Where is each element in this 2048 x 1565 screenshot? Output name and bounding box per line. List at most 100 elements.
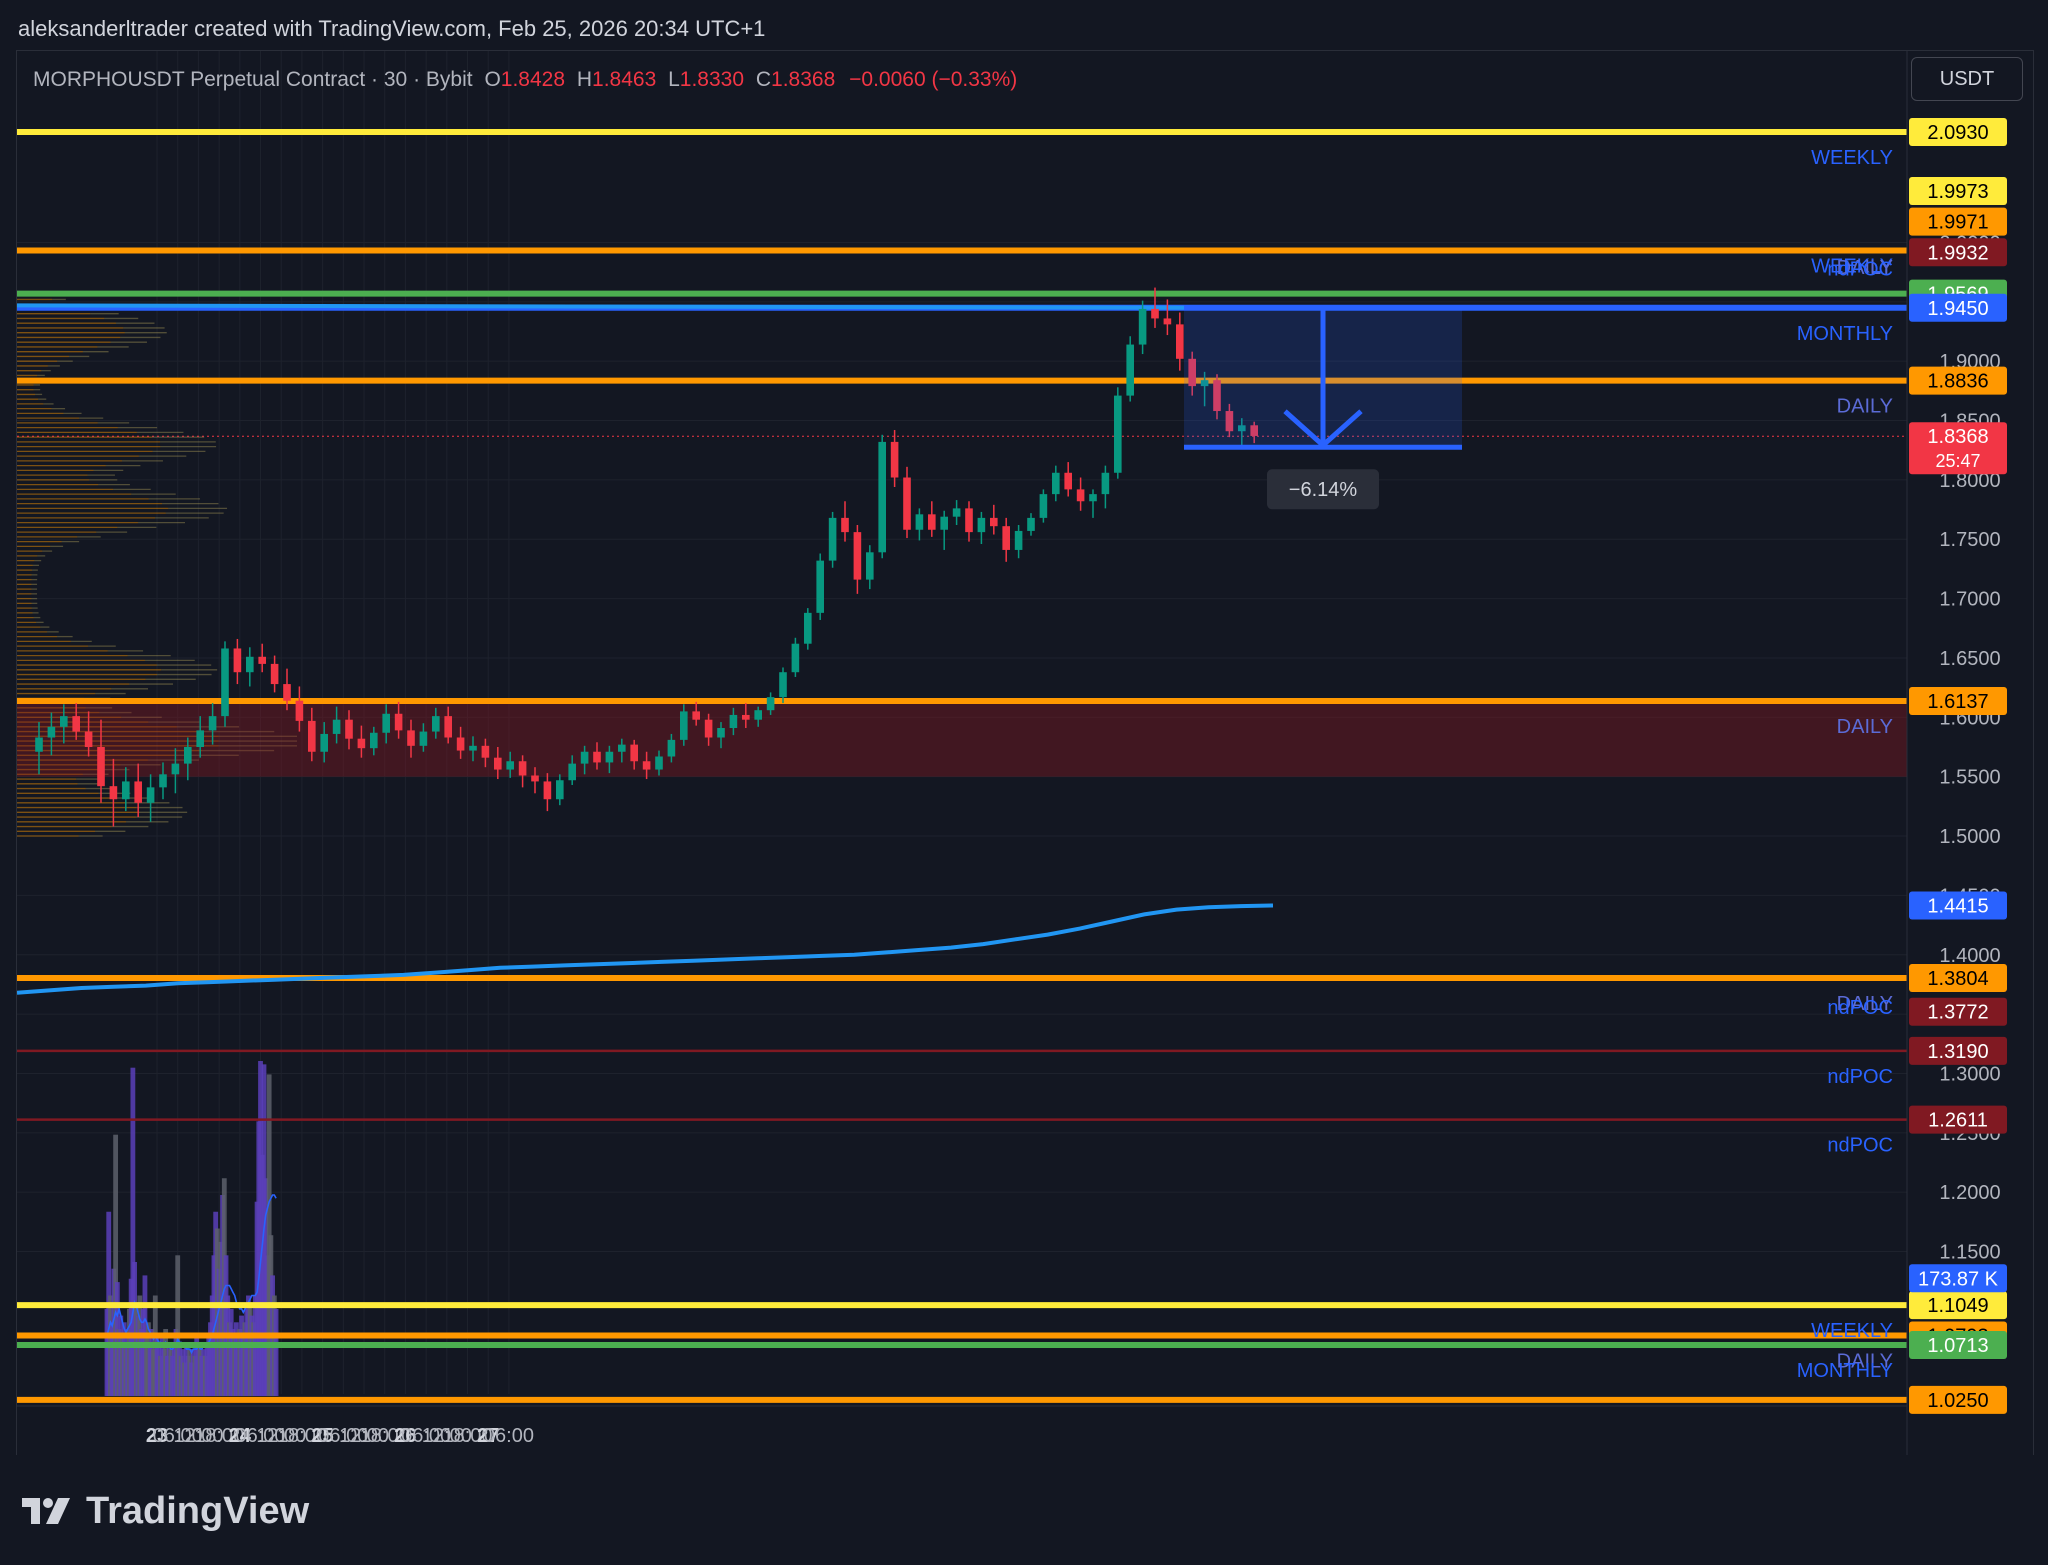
low-value: 1.8330 xyxy=(679,68,745,91)
price-tag-bg[interactable] xyxy=(1909,1036,2007,1065)
price-tag[interactable]: 1.9971 xyxy=(1927,212,1988,234)
candle-body xyxy=(506,761,514,770)
candle-body xyxy=(890,441,899,478)
candle-body xyxy=(742,714,750,720)
level-name-label: WEEKLY xyxy=(1811,147,1893,169)
candle-body xyxy=(184,747,192,764)
price-tag[interactable]: 1.0713 xyxy=(1927,1335,1988,1357)
attribution-text: aleksanderltrader created with TradingVi… xyxy=(18,16,766,41)
time-axis[interactable]: 2306:0012:0018:002406:0012:0018:002506:0… xyxy=(17,1405,1907,1447)
candle-body xyxy=(1076,489,1085,502)
price-tag[interactable]: 1.9973 xyxy=(1927,181,1988,203)
time-tick-label: 06:00 xyxy=(235,1425,285,1447)
candle-body xyxy=(1200,380,1209,387)
monthly-vwap-line xyxy=(17,303,1198,310)
tradingview-logo[interactable]: TradingView xyxy=(20,1490,320,1532)
price-tag[interactable]: 1.9450 xyxy=(1927,298,1988,320)
time-tick-label: 12:00 xyxy=(256,1425,306,1447)
price-tick-label: 1.7500 xyxy=(1939,529,2000,551)
candle-body xyxy=(382,713,390,733)
candle-body xyxy=(320,733,328,752)
volume-tag[interactable]: 173.87 K xyxy=(1918,1268,1999,1290)
level-name-label: ndPOC xyxy=(1827,997,1893,1019)
open-label: O xyxy=(484,68,501,91)
level-name-label: DAILY xyxy=(1837,257,1893,279)
time-tick-label: 18:00 xyxy=(442,1425,492,1447)
price-tag-bg[interactable] xyxy=(1909,293,2007,322)
candle-body xyxy=(704,719,713,738)
candle-body xyxy=(345,719,353,739)
time-day-label: 25 xyxy=(312,1425,334,1447)
price-tag[interactable]: 1.4415 xyxy=(1927,895,1988,917)
price-tag[interactable]: 1.6137 xyxy=(1927,691,1988,713)
last-price-tag-bg[interactable] xyxy=(1909,422,2007,475)
candle-body xyxy=(308,720,316,752)
price-tag-bg[interactable] xyxy=(1909,177,2007,206)
level-name-label: DAILY xyxy=(1837,993,1893,1015)
candle-body xyxy=(1089,494,1097,502)
price-tag[interactable]: 1.3772 xyxy=(1927,1002,1988,1024)
price-tick-label: 1.7000 xyxy=(1939,589,2000,611)
candle-body xyxy=(1238,425,1246,432)
tradingview-logo-icon xyxy=(22,1498,70,1524)
price-tag-bg[interactable] xyxy=(1909,997,2007,1026)
candle-body xyxy=(357,738,366,749)
volume-bar xyxy=(113,1134,119,1396)
footer: TradingView xyxy=(0,1455,2048,1565)
price-tick-label: 1.6500 xyxy=(1939,648,2000,670)
candle-body xyxy=(605,751,614,763)
candle-body xyxy=(1114,395,1122,473)
price-tag-bg[interactable] xyxy=(1909,964,2007,993)
candle-body xyxy=(221,648,229,717)
candle-body xyxy=(246,656,254,673)
level-name-label: DAILY xyxy=(1837,396,1893,418)
candle-body xyxy=(456,737,465,751)
price-chart[interactable]: WEEKLYWEEKLYDAILYndPOCMONTHLYDAILYDAILYD… xyxy=(17,51,2033,1456)
chart-frame[interactable]: WEEKLY WEEKLY DAILY ndPOC MONTHLY DAILY DAILY D… xyxy=(16,50,2034,1457)
price-tag[interactable]: 1.0250 xyxy=(1927,1390,1988,1412)
candle-body xyxy=(952,508,961,517)
candle-body xyxy=(283,684,291,701)
top-bar: aleksanderltrader created with TradingVi… xyxy=(0,0,2048,50)
daily-zone-rect xyxy=(17,701,1907,777)
price-tag-bg[interactable] xyxy=(1909,891,2007,920)
price-tag-bg[interactable] xyxy=(1909,1105,2007,1134)
candle-body xyxy=(593,751,601,763)
time-tick-label: 06:00 xyxy=(484,1425,534,1447)
last-price-tag[interactable]: 1.8368 xyxy=(1927,426,1988,448)
price-tag-bg[interactable] xyxy=(1909,1385,2007,1414)
candle-body xyxy=(1188,358,1196,387)
price-tag-bg[interactable] xyxy=(1909,366,2007,395)
price-tag-bg[interactable] xyxy=(1909,1330,2007,1359)
price-tag[interactable]: 1.3804 xyxy=(1927,968,1988,990)
level-name-label: ndPOC xyxy=(1827,1135,1893,1157)
price-tag[interactable]: 1.3190 xyxy=(1927,1041,1988,1063)
price-axis[interactable]: 2.00001.95001.90001.85001.80001.75001.70… xyxy=(1906,51,2007,1456)
volume-tag-bg[interactable] xyxy=(1909,1264,2007,1293)
price-tag-bg[interactable] xyxy=(1909,1291,2007,1320)
currency-button[interactable]: USDT xyxy=(1911,57,2023,101)
price-tag[interactable]: 1.2611 xyxy=(1928,1110,1988,1132)
volume-bar xyxy=(273,1308,279,1396)
candle-body xyxy=(878,441,886,553)
close-value: 1.8368 xyxy=(771,68,836,91)
price-range-measure[interactable]: −6.14% xyxy=(1184,305,1462,510)
candle-body xyxy=(1126,344,1134,396)
candle-body xyxy=(1027,517,1035,531)
candle-body xyxy=(35,737,43,752)
candle-body xyxy=(779,672,787,698)
candle-body xyxy=(1014,530,1023,550)
price-tag[interactable]: 2.0930 xyxy=(1927,122,1988,144)
price-tag-bg[interactable] xyxy=(1909,238,2007,267)
price-tag[interactable]: 1.1049 xyxy=(1927,1295,1988,1317)
candle-body xyxy=(841,517,849,533)
measure-label-box xyxy=(1267,469,1379,510)
price-tag[interactable]: 1.9932 xyxy=(1927,242,1988,264)
candle-body xyxy=(109,786,118,800)
price-tag-bg[interactable] xyxy=(1909,207,2007,236)
price-tag-bg[interactable] xyxy=(1909,118,2007,147)
level-name-label: MONTHLY xyxy=(1797,323,1893,345)
price-tag[interactable]: 1.8836 xyxy=(1927,371,1988,393)
symbol-label[interactable]: MORPHOUSDT Perpetual Contract · 30 · Byb… xyxy=(33,68,473,91)
price-tag-bg[interactable] xyxy=(1909,687,2007,716)
